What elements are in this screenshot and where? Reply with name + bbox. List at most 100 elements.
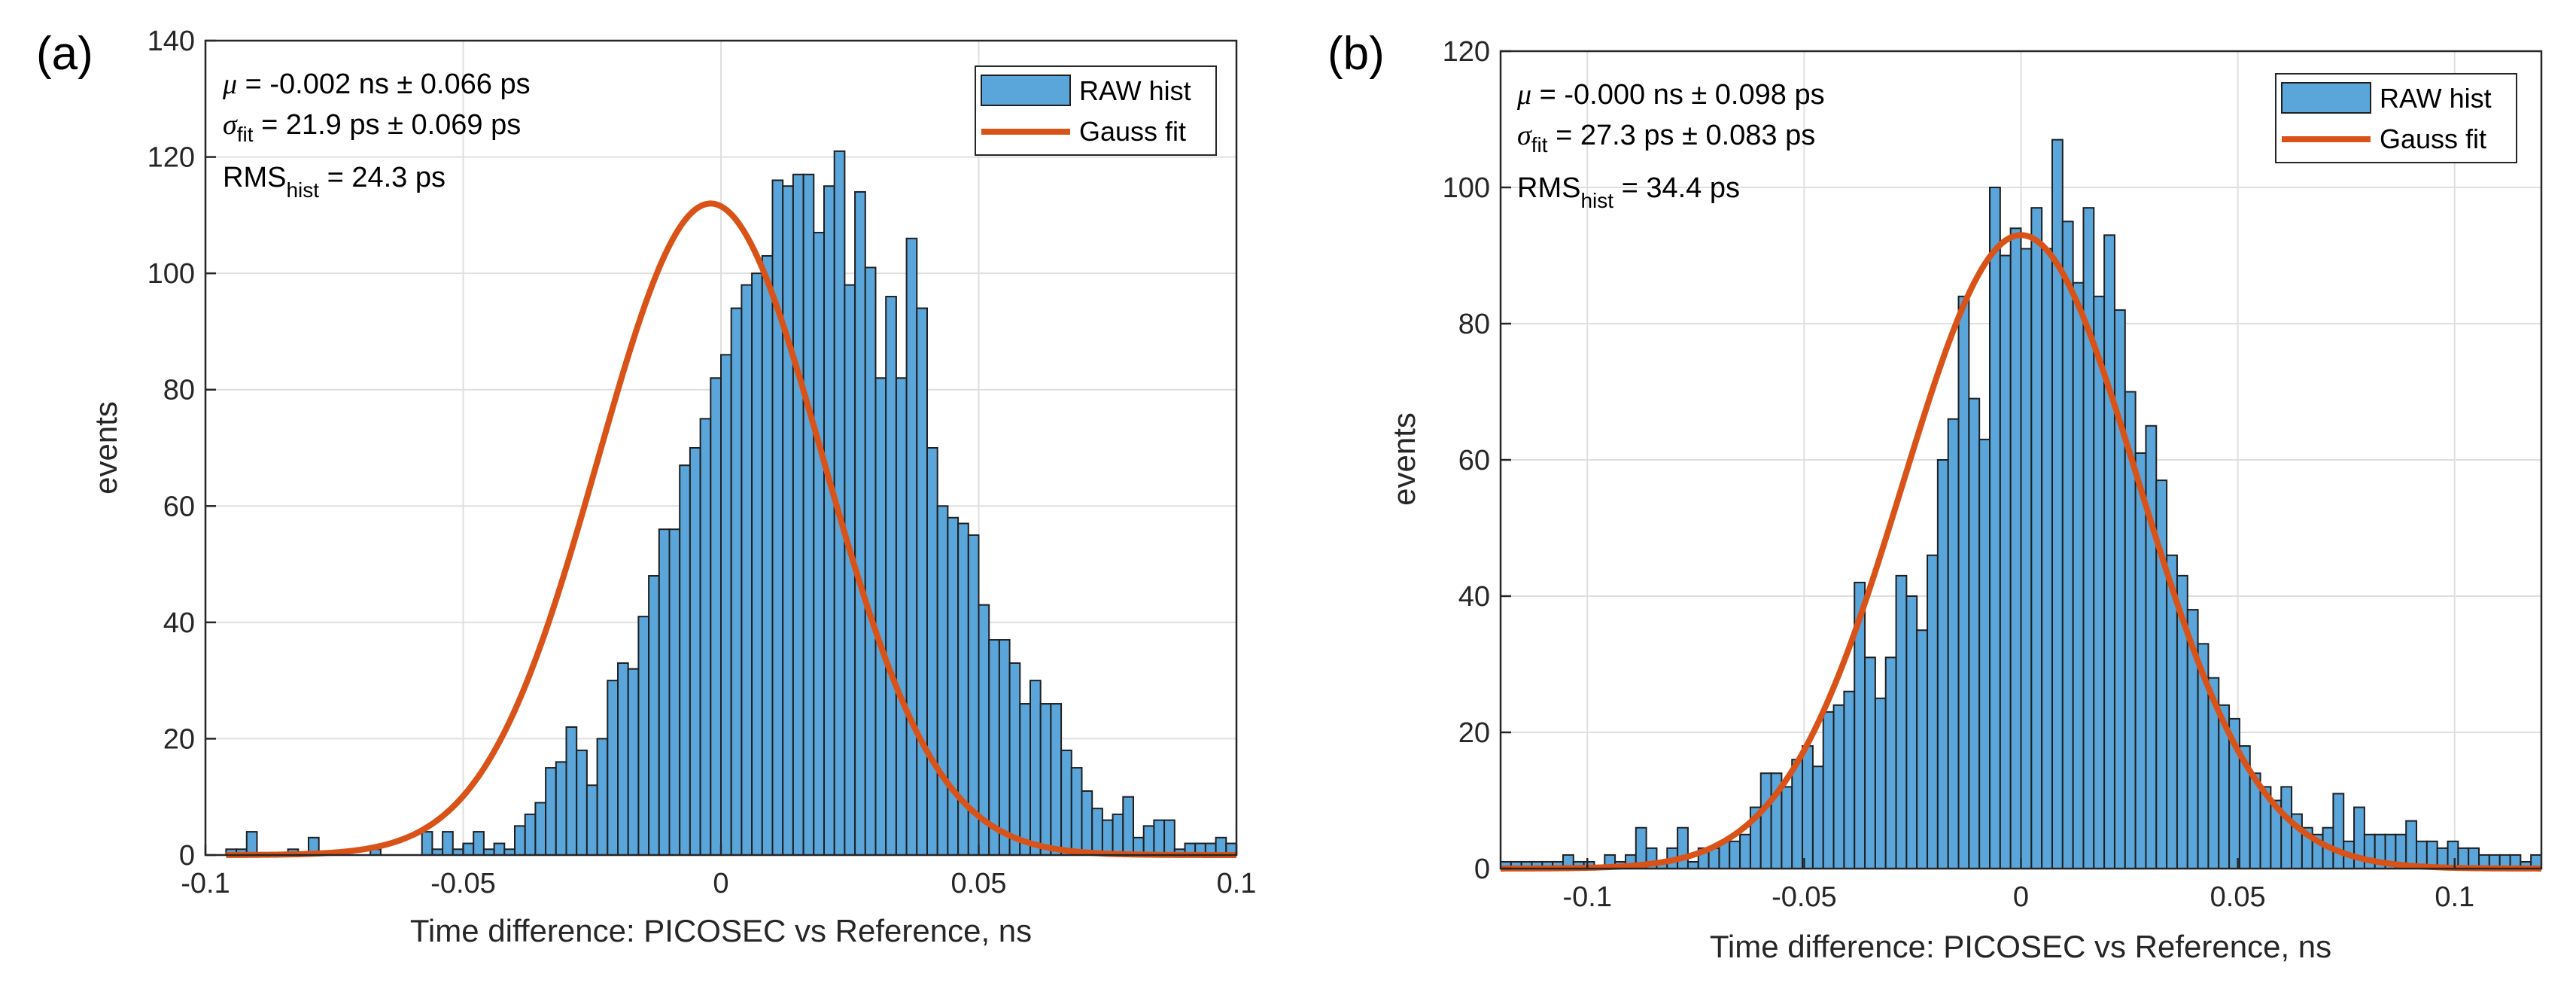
panel-a-hist-bar <box>421 831 433 856</box>
panel-a-hist-bar <box>627 668 640 857</box>
panel-b-hist-bar <box>1999 254 2012 869</box>
panel-a-tick-labels: -0.1 -0.05 0 0.05 0.1 0 20 40 60 80 100 120 140 <box>148 26 1257 899</box>
panel-b-ytick-label: 60 <box>1458 445 1490 476</box>
panel-a-hist-bar <box>1060 749 1072 857</box>
panel-b-hist-bar <box>1989 187 2001 869</box>
mu-symbol: μ <box>1516 79 1531 111</box>
panel-a-hist-bar <box>751 272 763 856</box>
panel-a-ytick-label: 20 <box>163 723 195 755</box>
panel-b-hist-bar <box>2103 234 2115 870</box>
panel-b-ytick-label: 100 <box>1443 172 1490 204</box>
panel-b-hist-bar <box>2061 221 2074 869</box>
panel-b-legend-fit-label: Gauss fit <box>2380 123 2486 154</box>
panel-b-ytick-label: 120 <box>1443 36 1490 68</box>
panel-a-ytick-label: 80 <box>163 375 195 406</box>
panel-b-hist-bar <box>1895 574 1908 869</box>
panel-b-hist-bar <box>2009 227 2022 869</box>
panel-a-hist-bar <box>1050 703 1063 856</box>
panel-b-xtick-label: 0.1 <box>2435 881 2474 913</box>
panel-b-hist-bar <box>2113 309 2126 869</box>
panel-b-hist-bar <box>1978 438 1991 869</box>
panel-a-y-axis-label: events <box>88 401 123 495</box>
panel-a-hist-bar <box>947 516 960 856</box>
panel-a-x-axis-label: Time difference: PICOSEC vs Reference, n… <box>410 913 1032 948</box>
panel-b-legend: RAW hist Gauss fit <box>2275 73 2517 163</box>
panel-b-hist-bar <box>1843 690 1856 870</box>
panel-a-histogram-bars <box>225 150 1238 857</box>
panel-b-y-axis-label: events <box>1386 412 1422 506</box>
panel-a-rms-subscript: hist <box>286 178 319 202</box>
panel-a-hist-bar <box>771 179 784 856</box>
panel-a-hist-bar <box>245 831 258 856</box>
panel-a-hist-bar <box>668 528 681 856</box>
panel-a-hist-bar <box>545 767 557 856</box>
panel-a-hist-bar <box>607 680 619 857</box>
panel-a-ytick-label: 140 <box>148 26 195 57</box>
panel-a-hist-bar <box>741 284 753 857</box>
panel-a-hist-bar <box>473 831 485 856</box>
panel-b-rms-label: RMS <box>1517 172 1580 204</box>
panel-b-tick-labels: -0.1 -0.05 0 0.05 0.1 0 20 40 60 80 100 120 <box>1443 36 2475 913</box>
panel-a-hist-bar <box>442 831 454 856</box>
panel-a-mu-value: = -0.002 ns ± 0.066 ps <box>237 68 531 100</box>
panel-b-mu-stat: μ = -0.000 ns ± 0.098 ps <box>1516 79 1825 111</box>
panel-b-hist-bar <box>2030 207 2043 869</box>
panel-b-hist-bar <box>2082 207 2095 869</box>
panel-a-hist-bar <box>1112 813 1124 857</box>
panel-a-mu-stat: μ = -0.002 ns ± 0.066 ps <box>222 68 531 100</box>
panel-a-hist-bar <box>813 232 826 856</box>
panel-a-hist-bar <box>730 307 743 856</box>
panel-b-hist-bar <box>1729 840 1741 870</box>
panel-a-hist-bar <box>1091 808 1103 856</box>
panel-b-ytick-label: 80 <box>1458 309 1490 340</box>
panel-a-sigma-subscript: fit <box>237 123 254 146</box>
panel-b-hist-bar <box>2093 295 2106 869</box>
panel-b-hist-bar <box>1811 765 1824 869</box>
panel-b-hist-bar <box>1832 704 1845 869</box>
panel-a-hist-bar <box>585 784 598 857</box>
panel-b-hist-bar <box>1802 745 1814 869</box>
panel-a-xtick-label: -0.05 <box>430 868 496 899</box>
panel-a-hist-bar <box>689 447 701 856</box>
panel-b-hist-bar <box>1864 656 1876 869</box>
panel-b-hist-bar <box>1927 554 1939 869</box>
panel-b-hist-bar <box>2134 452 2147 869</box>
panel-a-hist-bar <box>1039 703 1052 856</box>
panel-a-hist-bar <box>699 418 712 856</box>
panel-a-rms-label: RMS <box>223 162 286 193</box>
panel-a-ytick-label: 60 <box>163 491 195 522</box>
panel-b-hist-bar <box>1677 826 1689 869</box>
panel-b-hist-bar <box>2405 820 2418 870</box>
panel-b-hist-bar <box>1759 772 1772 870</box>
panel-a-hist-bar <box>1070 767 1083 856</box>
panel-b-x-axis-label: Time difference: PICOSEC vs Reference, n… <box>1710 929 2331 964</box>
panel-b-hist-bar <box>1968 397 1981 869</box>
panel-b-xtick-label: -0.05 <box>1772 881 1837 913</box>
panel-a-hist-bar <box>534 802 547 857</box>
panel-a-xtick-label: -0.1 <box>181 868 230 899</box>
panel-b-hist-bar <box>1739 833 1751 869</box>
panel-b-legend-hist-swatch <box>2281 82 2371 114</box>
panel-a-legend-hist-swatch <box>981 75 1071 106</box>
panel-a-hist-bar <box>874 377 887 856</box>
panel-a-sigma-value: = 21.9 ps ± 0.069 ps <box>254 109 522 141</box>
panel-a-xtick-label: 0.1 <box>1217 868 1257 899</box>
panel-a-hist-bar <box>782 185 794 856</box>
panel-a-hist-bar <box>792 173 804 856</box>
panel-a-hist-bar <box>761 254 774 856</box>
panel-b-gauss-fit-line <box>1500 232 2542 872</box>
panel-b-chart: (b) -0.1 -0.05 0 0.05 0.1 0 20 40 60 80 100 120 Tim… <box>1328 28 2543 964</box>
panel-b-xtick-label: 0 <box>2013 881 2029 913</box>
panel-b-hist-bar <box>1936 459 1949 869</box>
sigma-symbol: σ <box>223 109 238 141</box>
panel-b-hist-bar <box>1905 595 1918 869</box>
panel-b-legend-hist-label: RAW hist <box>2380 83 2492 114</box>
panel-a-hist-bar <box>1122 796 1135 856</box>
panel-b-hist-bar <box>1822 711 1835 869</box>
panel-a-hist-bar <box>864 266 877 856</box>
panel-a-hist-bar <box>514 825 526 857</box>
panel-a-hist-bar <box>565 726 578 856</box>
panel-b-xtick-label: 0.05 <box>2210 881 2266 913</box>
panel-a-hist-bar <box>617 662 629 857</box>
